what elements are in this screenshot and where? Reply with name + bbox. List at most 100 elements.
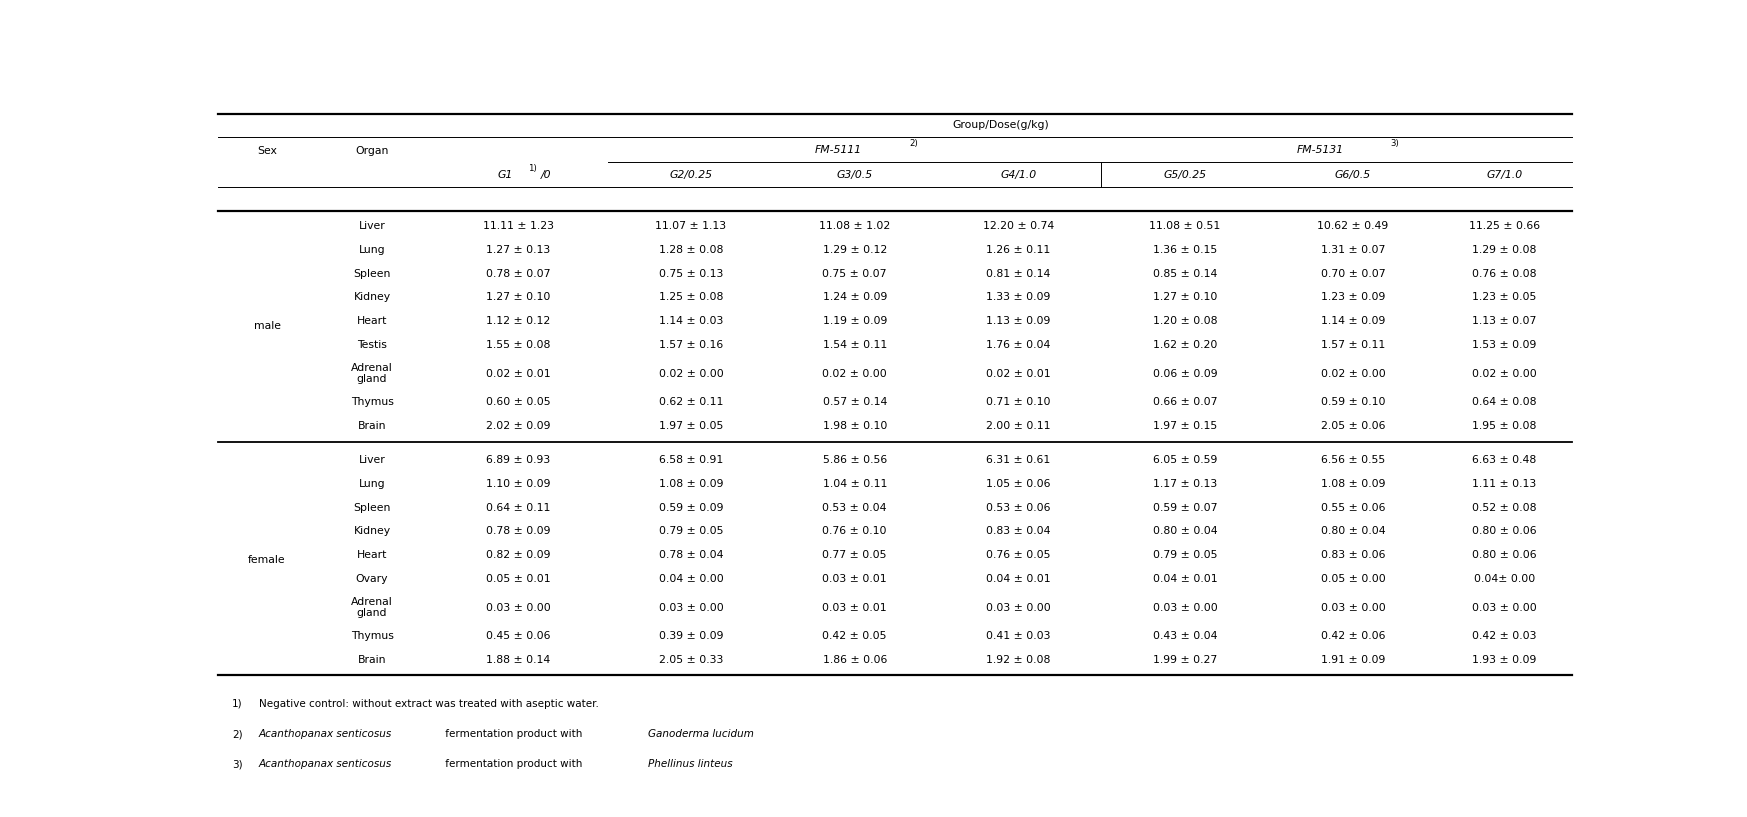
- Text: 0.62 ± 0.11: 0.62 ± 0.11: [659, 397, 723, 407]
- Text: female: female: [248, 555, 287, 565]
- Text: 5.86 ± 0.56: 5.86 ± 0.56: [823, 455, 887, 465]
- Text: 0.59 ± 0.09: 0.59 ± 0.09: [659, 502, 723, 512]
- Text: 1.97 ± 0.05: 1.97 ± 0.05: [659, 421, 723, 431]
- Text: 12.20 ± 0.74: 12.20 ± 0.74: [984, 221, 1053, 230]
- Text: 11.08 ± 1.02: 11.08 ± 1.02: [819, 221, 891, 230]
- Text: Lung: Lung: [358, 244, 386, 255]
- Text: 0.02 ± 0.01: 0.02 ± 0.01: [987, 368, 1052, 378]
- Text: 1.19 ± 0.09: 1.19 ± 0.09: [823, 316, 887, 326]
- Text: Thymus: Thymus: [351, 397, 393, 407]
- Text: 1.13 ± 0.09: 1.13 ± 0.09: [987, 316, 1050, 326]
- Text: 1.14 ± 0.09: 1.14 ± 0.09: [1321, 316, 1385, 326]
- Text: G4/1.0: G4/1.0: [1001, 170, 1036, 180]
- Text: FM-5111: FM-5111: [814, 145, 861, 154]
- Text: 0.39 ± 0.09: 0.39 ± 0.09: [659, 631, 723, 641]
- Text: Liver: Liver: [358, 221, 386, 230]
- Text: 1.04 ± 0.11: 1.04 ± 0.11: [823, 479, 887, 489]
- Text: 1.55 ± 0.08: 1.55 ± 0.08: [486, 340, 550, 350]
- Text: Phellinus linteus: Phellinus linteus: [648, 759, 732, 770]
- Text: 0.53 ± 0.04: 0.53 ± 0.04: [823, 502, 887, 512]
- Text: 0.03 ± 0.00: 0.03 ± 0.00: [985, 603, 1052, 613]
- Text: 0.03 ± 0.00: 0.03 ± 0.00: [1153, 603, 1218, 613]
- Text: Sex: Sex: [257, 145, 278, 155]
- Text: 1.27 ± 0.13: 1.27 ± 0.13: [486, 244, 550, 255]
- Text: 1.62 ± 0.20: 1.62 ± 0.20: [1153, 340, 1218, 350]
- Text: 1.27 ± 0.10: 1.27 ± 0.10: [486, 292, 550, 302]
- Text: 0.80 ± 0.06: 0.80 ± 0.06: [1473, 551, 1537, 560]
- Text: Kidney: Kidney: [353, 292, 391, 302]
- Text: 11.08 ± 0.51: 11.08 ± 0.51: [1150, 221, 1221, 230]
- Text: 11.11 ± 1.23: 11.11 ± 1.23: [482, 221, 554, 230]
- Text: 0.77 ± 0.05: 0.77 ± 0.05: [823, 551, 887, 560]
- Text: 0.75 ± 0.07: 0.75 ± 0.07: [823, 269, 887, 279]
- Text: 0.42 ± 0.03: 0.42 ± 0.03: [1473, 631, 1537, 641]
- Text: 1.54 ± 0.11: 1.54 ± 0.11: [823, 340, 887, 350]
- Text: Ganoderma lucidum: Ganoderma lucidum: [648, 729, 753, 739]
- Text: 1.23 ± 0.09: 1.23 ± 0.09: [1321, 292, 1385, 302]
- Text: 6.63 ± 0.48: 6.63 ± 0.48: [1473, 455, 1537, 465]
- Text: 0.42 ± 0.06: 0.42 ± 0.06: [1321, 631, 1385, 641]
- Text: male: male: [253, 321, 281, 331]
- Text: 1): 1): [232, 699, 243, 709]
- Text: 0.59 ± 0.10: 0.59 ± 0.10: [1321, 397, 1385, 407]
- Text: Brain: Brain: [358, 654, 386, 665]
- Text: 0.79 ± 0.05: 0.79 ± 0.05: [659, 526, 723, 537]
- Text: 1.08 ± 0.09: 1.08 ± 0.09: [659, 479, 723, 489]
- Text: 11.25 ± 0.66: 11.25 ± 0.66: [1469, 221, 1541, 230]
- Text: 1.13 ± 0.07: 1.13 ± 0.07: [1473, 316, 1537, 326]
- Text: 6.89 ± 0.93: 6.89 ± 0.93: [486, 455, 550, 465]
- Text: 2.05 ± 0.33: 2.05 ± 0.33: [659, 654, 723, 665]
- Text: 1.31 ± 0.07: 1.31 ± 0.07: [1321, 244, 1385, 255]
- Text: 0.02 ± 0.01: 0.02 ± 0.01: [486, 368, 550, 378]
- Text: 0.66 ± 0.07: 0.66 ± 0.07: [1153, 397, 1218, 407]
- Text: 1.17 ± 0.13: 1.17 ± 0.13: [1153, 479, 1218, 489]
- Text: 0.83 ± 0.06: 0.83 ± 0.06: [1321, 551, 1385, 560]
- Text: 0.03 ± 0.01: 0.03 ± 0.01: [823, 574, 887, 584]
- Text: 1.25 ± 0.08: 1.25 ± 0.08: [659, 292, 723, 302]
- Text: 0.78 ± 0.09: 0.78 ± 0.09: [486, 526, 550, 537]
- Text: 0.79 ± 0.05: 0.79 ± 0.05: [1153, 551, 1218, 560]
- Text: 1.27 ± 0.10: 1.27 ± 0.10: [1153, 292, 1218, 302]
- Text: 2): 2): [908, 139, 917, 148]
- Text: 0.04 ± 0.01: 0.04 ± 0.01: [1153, 574, 1218, 584]
- Text: 0.53 ± 0.06: 0.53 ± 0.06: [987, 502, 1050, 512]
- Text: 0.80 ± 0.04: 0.80 ± 0.04: [1153, 526, 1218, 537]
- Text: 0.05 ± 0.00: 0.05 ± 0.00: [1321, 574, 1385, 584]
- Text: 2.02 ± 0.09: 2.02 ± 0.09: [486, 421, 550, 431]
- Text: Organ: Organ: [355, 145, 390, 155]
- Text: Heart: Heart: [356, 316, 388, 326]
- Text: Adrenal: Adrenal: [351, 363, 393, 373]
- Text: Negative control: without extract was treated with aseptic water.: Negative control: without extract was tr…: [259, 699, 599, 709]
- Text: G5/0.25: G5/0.25: [1164, 170, 1207, 180]
- Text: 0.03 ± 0.00: 0.03 ± 0.00: [1473, 603, 1537, 613]
- Text: Acanthopanax senticosus: Acanthopanax senticosus: [259, 759, 393, 770]
- Text: Ovary: Ovary: [356, 574, 388, 584]
- Text: 0.60 ± 0.05: 0.60 ± 0.05: [486, 397, 550, 407]
- Text: 10.62 ± 0.49: 10.62 ± 0.49: [1317, 221, 1389, 230]
- Text: 0.43 ± 0.04: 0.43 ± 0.04: [1153, 631, 1218, 641]
- Text: Acanthopanax senticosus: Acanthopanax senticosus: [259, 729, 393, 739]
- Text: 0.76 ± 0.10: 0.76 ± 0.10: [823, 526, 887, 537]
- Text: 0.78 ± 0.04: 0.78 ± 0.04: [659, 551, 723, 560]
- Text: G1: G1: [498, 170, 512, 180]
- Text: 2.05 ± 0.06: 2.05 ± 0.06: [1321, 421, 1385, 431]
- Text: Spleen: Spleen: [353, 269, 391, 279]
- Text: G6/0.5: G6/0.5: [1335, 170, 1371, 180]
- Text: 0.02 ± 0.00: 0.02 ± 0.00: [1321, 368, 1385, 378]
- Text: 2.00 ± 0.11: 2.00 ± 0.11: [987, 421, 1050, 431]
- Text: 0.81 ± 0.14: 0.81 ± 0.14: [987, 269, 1050, 279]
- Text: Testis: Testis: [356, 340, 388, 350]
- Text: 0.75 ± 0.13: 0.75 ± 0.13: [659, 269, 723, 279]
- Text: Heart: Heart: [356, 551, 388, 560]
- Text: gland: gland: [356, 374, 388, 384]
- Text: 1.12 ± 0.12: 1.12 ± 0.12: [486, 316, 550, 326]
- Text: 0.85 ± 0.14: 0.85 ± 0.14: [1153, 269, 1218, 279]
- Text: 1.20 ± 0.08: 1.20 ± 0.08: [1153, 316, 1218, 326]
- Text: 1.14 ± 0.03: 1.14 ± 0.03: [659, 316, 723, 326]
- Text: 1.76 ± 0.04: 1.76 ± 0.04: [987, 340, 1050, 350]
- Text: 1.33 ± 0.09: 1.33 ± 0.09: [987, 292, 1050, 302]
- Text: 0.80 ± 0.06: 0.80 ± 0.06: [1473, 526, 1537, 537]
- Text: 1.88 ± 0.14: 1.88 ± 0.14: [486, 654, 550, 665]
- Text: 6.58 ± 0.91: 6.58 ± 0.91: [659, 455, 723, 465]
- Text: 0.76 ± 0.08: 0.76 ± 0.08: [1473, 269, 1537, 279]
